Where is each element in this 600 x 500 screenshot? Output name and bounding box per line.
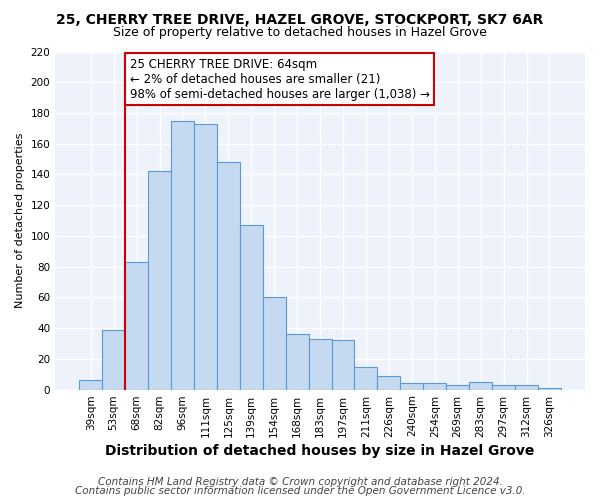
Bar <box>377 376 400 390</box>
Bar <box>125 262 148 390</box>
Bar <box>79 380 102 390</box>
Text: 25, CHERRY TREE DRIVE, HAZEL GROVE, STOCKPORT, SK7 6AR: 25, CHERRY TREE DRIVE, HAZEL GROVE, STOC… <box>56 12 544 26</box>
Text: Size of property relative to detached houses in Hazel Grove: Size of property relative to detached ho… <box>113 26 487 39</box>
Bar <box>355 366 377 390</box>
Bar <box>194 124 217 390</box>
Bar <box>332 340 355 390</box>
Bar <box>538 388 561 390</box>
Text: Contains HM Land Registry data © Crown copyright and database right 2024.: Contains HM Land Registry data © Crown c… <box>98 477 502 487</box>
Bar <box>469 382 492 390</box>
Bar <box>515 385 538 390</box>
Bar <box>102 330 125 390</box>
Bar <box>171 120 194 390</box>
Bar <box>400 384 423 390</box>
Bar <box>148 172 171 390</box>
Bar <box>492 385 515 390</box>
Text: 25 CHERRY TREE DRIVE: 64sqm
← 2% of detached houses are smaller (21)
98% of semi: 25 CHERRY TREE DRIVE: 64sqm ← 2% of deta… <box>130 58 430 100</box>
Bar <box>423 384 446 390</box>
Bar <box>217 162 240 390</box>
Bar <box>446 385 469 390</box>
Y-axis label: Number of detached properties: Number of detached properties <box>15 133 25 308</box>
X-axis label: Distribution of detached houses by size in Hazel Grove: Distribution of detached houses by size … <box>106 444 535 458</box>
Bar <box>240 225 263 390</box>
Bar <box>286 334 308 390</box>
Bar <box>263 298 286 390</box>
Text: Contains public sector information licensed under the Open Government Licence v3: Contains public sector information licen… <box>74 486 526 496</box>
Bar <box>308 339 332 390</box>
